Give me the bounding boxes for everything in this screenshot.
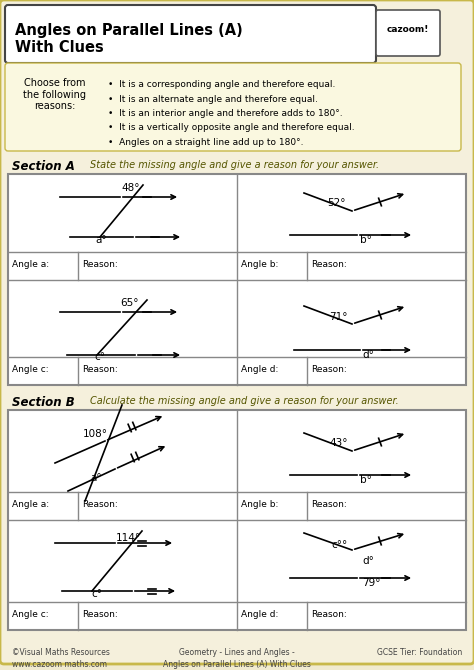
Text: Reason:: Reason: <box>311 260 347 269</box>
Text: •  It is an interior angle and therefore adds to 180°.: • It is an interior angle and therefore … <box>108 109 343 118</box>
Text: •  It is an alternate angle and therefore equal.: • It is an alternate angle and therefore… <box>108 94 318 103</box>
Text: GCSE Tier: Foundation: GCSE Tier: Foundation <box>377 648 462 657</box>
Text: c°: c° <box>91 589 102 599</box>
Text: 52°: 52° <box>328 198 346 208</box>
Text: Reason:: Reason: <box>311 500 347 509</box>
Text: cazoom!: cazoom! <box>387 25 429 34</box>
Text: 43°: 43° <box>329 438 348 448</box>
Text: b°: b° <box>360 475 372 485</box>
Text: Reason:: Reason: <box>311 610 347 619</box>
Bar <box>8 410 466 630</box>
Text: d°: d° <box>362 350 374 360</box>
Text: Angles on Parallel Lines (A): Angles on Parallel Lines (A) <box>15 23 243 38</box>
Text: 108°: 108° <box>83 429 108 439</box>
Text: Section A: Section A <box>12 160 75 173</box>
Text: Angle d:: Angle d: <box>241 610 278 619</box>
Text: a°: a° <box>91 473 102 483</box>
Text: •  It is a vertically opposite angle and therefore equal.: • It is a vertically opposite angle and … <box>108 123 355 133</box>
Text: Angle b:: Angle b: <box>241 260 278 269</box>
Text: Reason:: Reason: <box>82 260 118 269</box>
Bar <box>8 174 466 385</box>
Text: 114°: 114° <box>116 533 141 543</box>
Text: Calculate the missing angle and give a reason for your answer.: Calculate the missing angle and give a r… <box>90 396 399 406</box>
Text: b°: b° <box>360 235 372 245</box>
Text: •  It is a corresponding angle and therefore equal.: • It is a corresponding angle and theref… <box>108 80 336 89</box>
Text: 79°: 79° <box>362 578 381 588</box>
FancyBboxPatch shape <box>376 10 440 56</box>
Text: a°: a° <box>95 235 107 245</box>
Text: Angle a:: Angle a: <box>12 500 49 509</box>
Text: Angle c:: Angle c: <box>12 365 49 374</box>
Text: 48°: 48° <box>121 183 139 193</box>
FancyBboxPatch shape <box>5 63 461 151</box>
Text: 71°: 71° <box>329 312 348 322</box>
Text: With Clues: With Clues <box>15 40 104 55</box>
Text: Choose from
the following
reasons:: Choose from the following reasons: <box>24 78 86 111</box>
Text: Reason:: Reason: <box>82 500 118 509</box>
Text: Angle d:: Angle d: <box>241 365 278 374</box>
Text: State the missing angle and give a reason for your answer.: State the missing angle and give a reaso… <box>90 160 379 170</box>
Text: Geometry - Lines and Angles -
Angles on Parallel Lines (A) With Clues: Geometry - Lines and Angles - Angles on … <box>163 648 311 669</box>
Text: Angle a:: Angle a: <box>12 260 49 269</box>
Text: •  Angles on a straight line add up to 180°.: • Angles on a straight line add up to 18… <box>108 138 303 147</box>
FancyBboxPatch shape <box>5 5 376 63</box>
Text: 65°: 65° <box>120 298 138 308</box>
Text: c°°: c°° <box>332 540 348 550</box>
Text: Angle c:: Angle c: <box>12 610 49 619</box>
Text: ©Visual Maths Resources
www.cazoom maths.com: ©Visual Maths Resources www.cazoom maths… <box>12 648 110 669</box>
Text: Section B: Section B <box>12 396 75 409</box>
Text: Reason:: Reason: <box>82 365 118 374</box>
Text: d°: d° <box>362 556 374 566</box>
Text: Angle b:: Angle b: <box>241 500 278 509</box>
Text: Reason:: Reason: <box>82 610 118 619</box>
Text: Reason:: Reason: <box>311 365 347 374</box>
Text: c°: c° <box>94 352 105 362</box>
